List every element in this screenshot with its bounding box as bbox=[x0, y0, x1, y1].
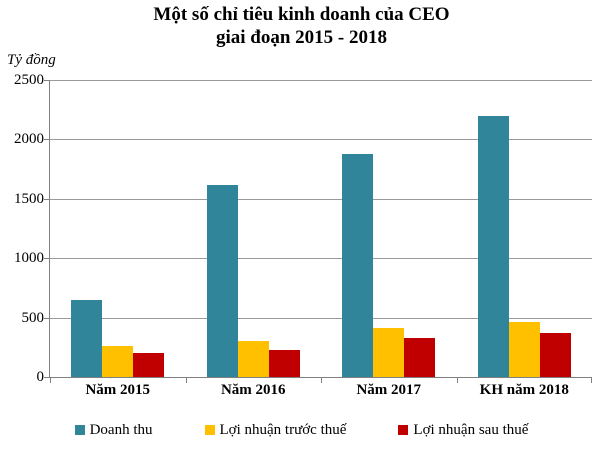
legend-label-doanh-thu: Doanh thu bbox=[89, 421, 153, 438]
y-tick-mark-0 bbox=[44, 377, 50, 378]
gridline-2500 bbox=[50, 80, 592, 81]
legend-label-loi-nhuan-truoc-thue: Lợi nhuận trước thuế bbox=[219, 421, 347, 438]
x-axis-label-2: Năm 2016 bbox=[220, 382, 286, 398]
y-tick-label-2000: 2000 bbox=[14, 131, 44, 148]
chart-title-line2: giai đoạn 2015 - 2018 bbox=[215, 27, 388, 48]
y-tick-mark-1500 bbox=[44, 198, 50, 200]
y-tick-label-500: 500 bbox=[21, 309, 45, 326]
x-axis-label-4: KH năm 2018 bbox=[479, 382, 569, 398]
chart-title: Một số chỉ tiêu kinh doanh của CEO giai … bbox=[0, 3, 603, 49]
bar-group-4 bbox=[457, 80, 593, 377]
y-tick-mark-2000 bbox=[44, 139, 50, 141]
y-tick-mark-1000 bbox=[44, 258, 50, 260]
y-axis-unit-label: Tỷ đồng bbox=[7, 52, 56, 68]
y-tick-label-2500: 2500 bbox=[14, 72, 44, 88]
bar-doanh-thu-1 bbox=[71, 299, 103, 377]
x-axis-label-1: Năm 2015 bbox=[85, 382, 151, 398]
chart-title-line1: Một số chỉ tiêu kinh doanh của CEO bbox=[153, 4, 450, 25]
legend-swatch-loi-nhuan-sau-thue bbox=[398, 425, 409, 435]
bar-loi-nhuan-truoc-thue-4 bbox=[508, 321, 540, 377]
bar-loi-nhuan-sau-thue-3 bbox=[404, 338, 436, 377]
bar-doanh-thu-2 bbox=[206, 184, 238, 377]
x-tick-mark-0 bbox=[50, 378, 51, 383]
gridline-2000 bbox=[50, 139, 592, 141]
legend-item-doanh-thu: Doanh thu bbox=[74, 421, 153, 439]
y-tick-mark-500 bbox=[44, 317, 50, 319]
legend-swatch-loi-nhuan-truoc-thue bbox=[204, 425, 215, 435]
bar-loi-nhuan-truoc-thue-2 bbox=[237, 341, 269, 377]
bar-loi-nhuan-truoc-thue-3 bbox=[373, 328, 405, 377]
bar-doanh-thu-4 bbox=[477, 115, 509, 377]
x-tick-mark-2 bbox=[321, 378, 322, 383]
bar-group-3 bbox=[321, 80, 457, 377]
x-tick-mark-1 bbox=[186, 378, 187, 383]
bar-loi-nhuan-sau-thue-1 bbox=[133, 353, 165, 377]
x-axis-label-3: Năm 2017 bbox=[356, 382, 422, 398]
gridline-1000 bbox=[50, 258, 592, 260]
legend: Doanh thu Lợi nhuận trước thuế Lợi nhuận s… bbox=[0, 419, 603, 441]
legend-item-loi-nhuan-truoc-thue: Lợi nhuận trước thuế bbox=[204, 421, 347, 439]
legend-item-loi-nhuan-sau-thue: Lợi nhuận sau thuế bbox=[398, 422, 528, 439]
gridline-500 bbox=[50, 317, 592, 319]
bar-loi-nhuan-sau-thue-4 bbox=[539, 333, 571, 377]
y-tick-label-1500: 1500 bbox=[14, 190, 44, 207]
legend-swatch-doanh-thu bbox=[74, 425, 85, 435]
bar-loi-nhuan-truoc-thue-1 bbox=[102, 345, 134, 377]
x-tick-mark-3 bbox=[457, 378, 458, 383]
x-tick-mark-4 bbox=[591, 378, 592, 383]
y-tick-label-1000: 1000 bbox=[14, 250, 44, 267]
y-tick-mark-2500 bbox=[44, 80, 50, 81]
bar-group-1 bbox=[50, 80, 186, 377]
legend-label-loi-nhuan-sau-thue: Lợi nhuận sau thuế bbox=[413, 421, 529, 438]
bar-doanh-thu-3 bbox=[342, 154, 374, 377]
y-tick-label-0: 0 bbox=[36, 369, 45, 385]
bar-group-2 bbox=[186, 80, 322, 377]
gridline-1500 bbox=[50, 198, 592, 200]
plot-area: 0 500 1000 1500 2000 2500 Năm 2015 Năm 2016 Năm … bbox=[14, 72, 593, 398]
bar-loi-nhuan-sau-thue-2 bbox=[268, 349, 300, 377]
